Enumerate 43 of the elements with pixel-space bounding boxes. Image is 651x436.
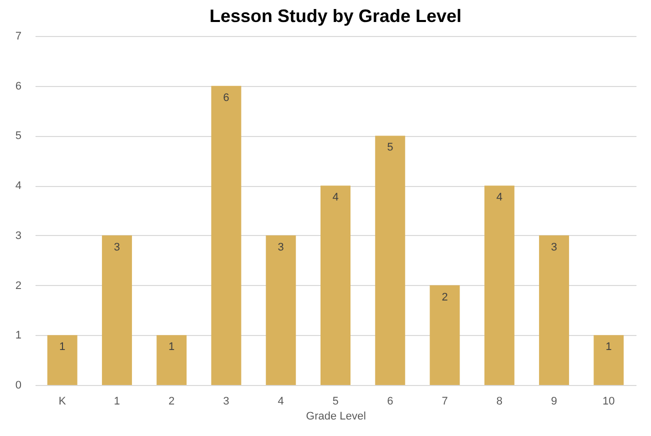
data-label: 3 bbox=[278, 241, 284, 254]
x-tick-label: 5 bbox=[332, 396, 339, 408]
y-tick-label: 4 bbox=[15, 180, 22, 192]
y-tick-label: 1 bbox=[15, 330, 22, 342]
data-label: 1 bbox=[606, 341, 612, 354]
y-tick-label: 0 bbox=[15, 380, 22, 392]
bar bbox=[156, 335, 187, 385]
data-label: 5 bbox=[387, 142, 394, 154]
x-tick-label: 6 bbox=[387, 396, 394, 408]
y-tick-label: 7 bbox=[15, 30, 22, 42]
data-label: 4 bbox=[332, 192, 339, 204]
bar bbox=[320, 186, 350, 385]
bar bbox=[484, 186, 514, 385]
bar bbox=[594, 335, 624, 385]
x-axis-title: Grade Level bbox=[306, 410, 366, 422]
x-tick-label: 4 bbox=[278, 396, 284, 408]
data-label: 3 bbox=[114, 241, 120, 254]
bar bbox=[430, 285, 460, 385]
x-tick-label: K bbox=[58, 396, 67, 408]
data-label: 1 bbox=[59, 341, 66, 354]
x-tick-label: 9 bbox=[550, 396, 558, 408]
y-tick-label: 6 bbox=[15, 80, 22, 92]
x-tick-label: 8 bbox=[496, 396, 502, 408]
y-tick-label: 3 bbox=[15, 230, 22, 242]
data-label: 2 bbox=[442, 291, 448, 304]
bar bbox=[102, 235, 132, 385]
data-label: 4 bbox=[496, 192, 502, 204]
x-tick-label: 10 bbox=[602, 396, 615, 408]
chart-title: Lesson Study by Grade Level bbox=[209, 6, 462, 26]
x-tick-label: 1 bbox=[114, 396, 120, 408]
data-label: 6 bbox=[223, 92, 230, 104]
bar bbox=[47, 335, 78, 385]
x-tick-label: 7 bbox=[442, 396, 448, 408]
y-tick-label: 5 bbox=[15, 130, 22, 142]
x-tick-label: 3 bbox=[223, 396, 230, 408]
bar bbox=[266, 235, 296, 385]
bar bbox=[211, 86, 242, 385]
y-tick-label: 2 bbox=[15, 280, 22, 292]
data-label: 3 bbox=[550, 241, 558, 254]
bar bbox=[539, 235, 570, 385]
bar bbox=[375, 136, 406, 385]
data-label: 1 bbox=[168, 341, 175, 354]
x-tick-label: 2 bbox=[168, 396, 175, 408]
